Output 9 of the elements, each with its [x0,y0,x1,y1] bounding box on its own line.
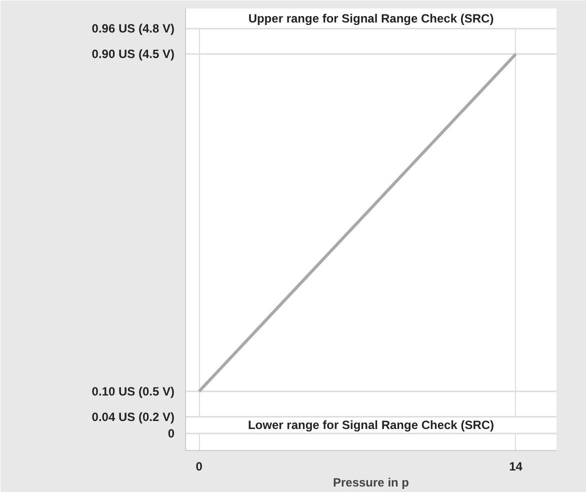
x-tick-label: 14 [509,460,523,474]
band-label: Upper range for Signal Range Check (SRC) [248,12,494,26]
ref-line-label: 0.90 US (4.5 V) [92,47,175,62]
ref-line-label: 0 [168,426,175,440]
ref-line-label: 0.04 US (0.2 V) [92,410,175,424]
x-axis-title: Pressure in p [332,476,410,490]
band-label: Lower range for Signal Range Check (SRC) [248,418,494,432]
ref-line-label: 0.96 US (4.8 V) [92,22,175,36]
ref-line-label: 0.10 US (0.5 V) [92,384,175,398]
